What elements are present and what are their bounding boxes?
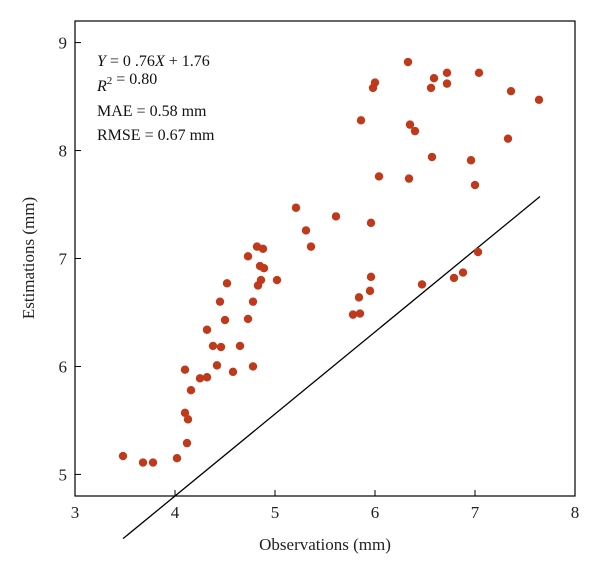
data-point (259, 264, 269, 273)
x-tick-label: 5 (271, 503, 280, 522)
data-point (348, 310, 358, 319)
annotation-line: R2 = 0.80 (96, 71, 157, 95)
data-point (235, 341, 245, 351)
data-point (222, 279, 232, 288)
data-point (228, 367, 238, 377)
data-point (306, 242, 316, 251)
y-tick-label: 5 (59, 465, 68, 484)
data-point (366, 272, 376, 282)
x-tick-label: 3 (71, 503, 80, 522)
data-point (183, 415, 193, 424)
data-point (442, 79, 452, 88)
regression-line (122, 196, 541, 540)
data-point (466, 156, 476, 165)
data-point (195, 374, 205, 383)
annotation-line: RMSE = 0.67 mm (97, 127, 215, 144)
data-point (172, 454, 182, 463)
y-tick-label: 6 (59, 357, 68, 376)
data-point (215, 297, 225, 306)
data-point (470, 180, 480, 190)
data-point (449, 273, 459, 283)
data-point (248, 362, 258, 371)
data-point (243, 252, 253, 261)
y-tick-label: 7 (59, 250, 68, 269)
data-point (256, 275, 266, 285)
x-tick-label: 4 (171, 503, 180, 522)
data-point (534, 95, 544, 105)
data-point (410, 126, 420, 136)
data-point (427, 152, 437, 162)
data-point (506, 86, 516, 96)
data-point (202, 373, 212, 382)
x-axis-title: Observations (mm) (259, 535, 391, 554)
x-tick-label: 8 (571, 503, 580, 522)
data-point (180, 408, 190, 418)
data-point (180, 365, 190, 374)
data-point (138, 458, 148, 467)
y-axis-title: Estimations (mm) (19, 197, 38, 319)
data-point (458, 268, 468, 277)
x-tick-label: 6 (371, 503, 380, 522)
data-point (474, 68, 484, 78)
data-point (374, 172, 384, 181)
data-point (442, 68, 452, 78)
data-point (370, 78, 380, 87)
y-axis: 5 6 7 8 9 (59, 34, 81, 484)
data-point (403, 57, 413, 67)
annotation-line: Y = 0 .76X + 1.76 (97, 53, 210, 70)
data-point (248, 297, 258, 306)
data-point (258, 244, 268, 253)
data-point (473, 247, 483, 257)
plot-frame (74, 20, 576, 497)
data-point (272, 275, 282, 285)
data-point (148, 458, 158, 467)
y-tick-label: 8 (59, 142, 68, 161)
data-point (503, 134, 513, 143)
data-point (186, 386, 196, 395)
data-point (291, 203, 301, 212)
x-axis: 3 4 5 6 7 8 (71, 490, 580, 522)
data-point (220, 315, 230, 325)
data-point (118, 451, 128, 461)
data-point (243, 314, 253, 324)
data-point (354, 293, 364, 302)
y-tick-label: 9 (59, 34, 68, 53)
data-point (182, 438, 192, 448)
data-point (417, 280, 427, 289)
data-point (404, 174, 414, 183)
x-tick-label: 7 (471, 503, 480, 522)
data-point (331, 212, 341, 221)
data-points (118, 57, 544, 467)
data-point (301, 226, 311, 235)
data-point (356, 116, 366, 125)
data-point (212, 361, 222, 370)
annotation-line: MAE = 0.58 mm (97, 103, 207, 120)
data-point (216, 342, 226, 352)
data-point (208, 341, 218, 351)
data-point (355, 309, 365, 318)
data-point (202, 325, 212, 334)
data-point (429, 74, 439, 83)
data-point (365, 286, 375, 296)
data-point (426, 83, 436, 93)
data-point (366, 218, 376, 228)
data-point (405, 120, 415, 129)
